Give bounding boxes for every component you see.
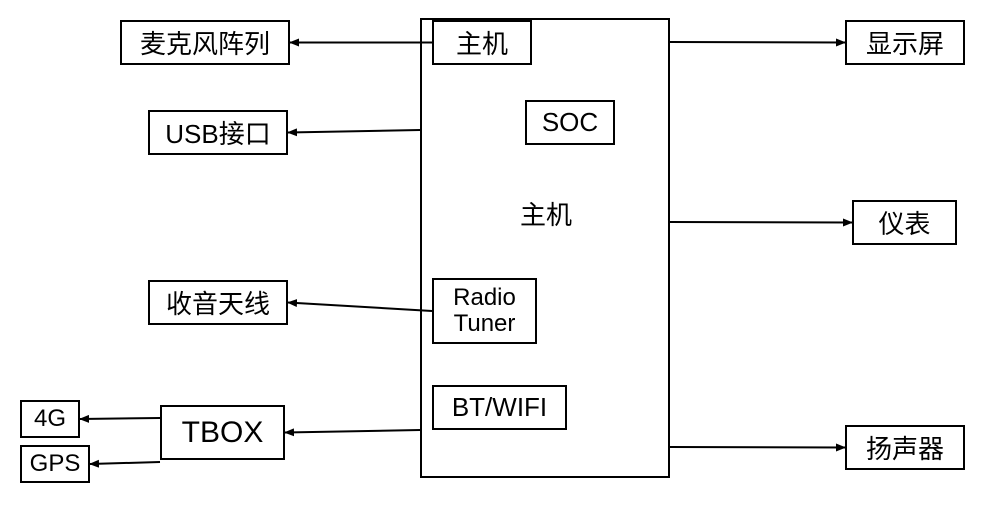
mic-array-label: 麦克风阵列 xyxy=(140,24,270,61)
usb-box: USB接口 xyxy=(148,110,288,155)
host-inner-box: 主机 xyxy=(432,20,532,65)
display-box: 显示屏 xyxy=(845,20,965,65)
speaker-box: 扬声器 xyxy=(845,425,965,470)
tbox-label: TBOX xyxy=(182,416,264,450)
connector-arrow xyxy=(80,418,160,419)
soc-label: SOC xyxy=(542,107,598,138)
usb-label: USB接口 xyxy=(165,114,270,151)
radio-tuner-label: Radio Tuner xyxy=(453,285,516,338)
radio-tuner-box: Radio Tuner xyxy=(432,278,537,344)
host-text-label: 主机 xyxy=(520,195,572,232)
4g-box: 4G xyxy=(20,400,80,438)
connector-arrow xyxy=(670,447,845,448)
connector-arrow xyxy=(288,130,420,133)
display-label: 显示屏 xyxy=(866,24,944,61)
dashboard-label: 仪表 xyxy=(878,204,930,241)
speaker-label: 扬声器 xyxy=(866,429,944,466)
soc-box: SOC xyxy=(525,100,615,145)
connector-arrow xyxy=(670,222,852,223)
connector-arrow xyxy=(288,303,432,312)
radio-antenna-box: 收音天线 xyxy=(148,280,288,325)
host-inner-label: 主机 xyxy=(456,24,508,61)
bt-wifi-box: BT/WIFI xyxy=(432,385,567,430)
connector-arrow xyxy=(90,462,160,464)
gps-box: GPS xyxy=(20,445,90,483)
tbox-box: TBOX xyxy=(160,405,285,460)
dashboard-box: 仪表 xyxy=(852,200,957,245)
radio-antenna-label: 收音天线 xyxy=(166,284,270,321)
mic-array-box: 麦克风阵列 xyxy=(120,20,290,65)
4g-label: 4G xyxy=(34,405,66,433)
connector-arrow xyxy=(670,42,845,43)
bt-wifi-label: BT/WIFI xyxy=(452,392,547,423)
gps-label: GPS xyxy=(30,450,81,478)
connector-arrow xyxy=(285,430,420,433)
